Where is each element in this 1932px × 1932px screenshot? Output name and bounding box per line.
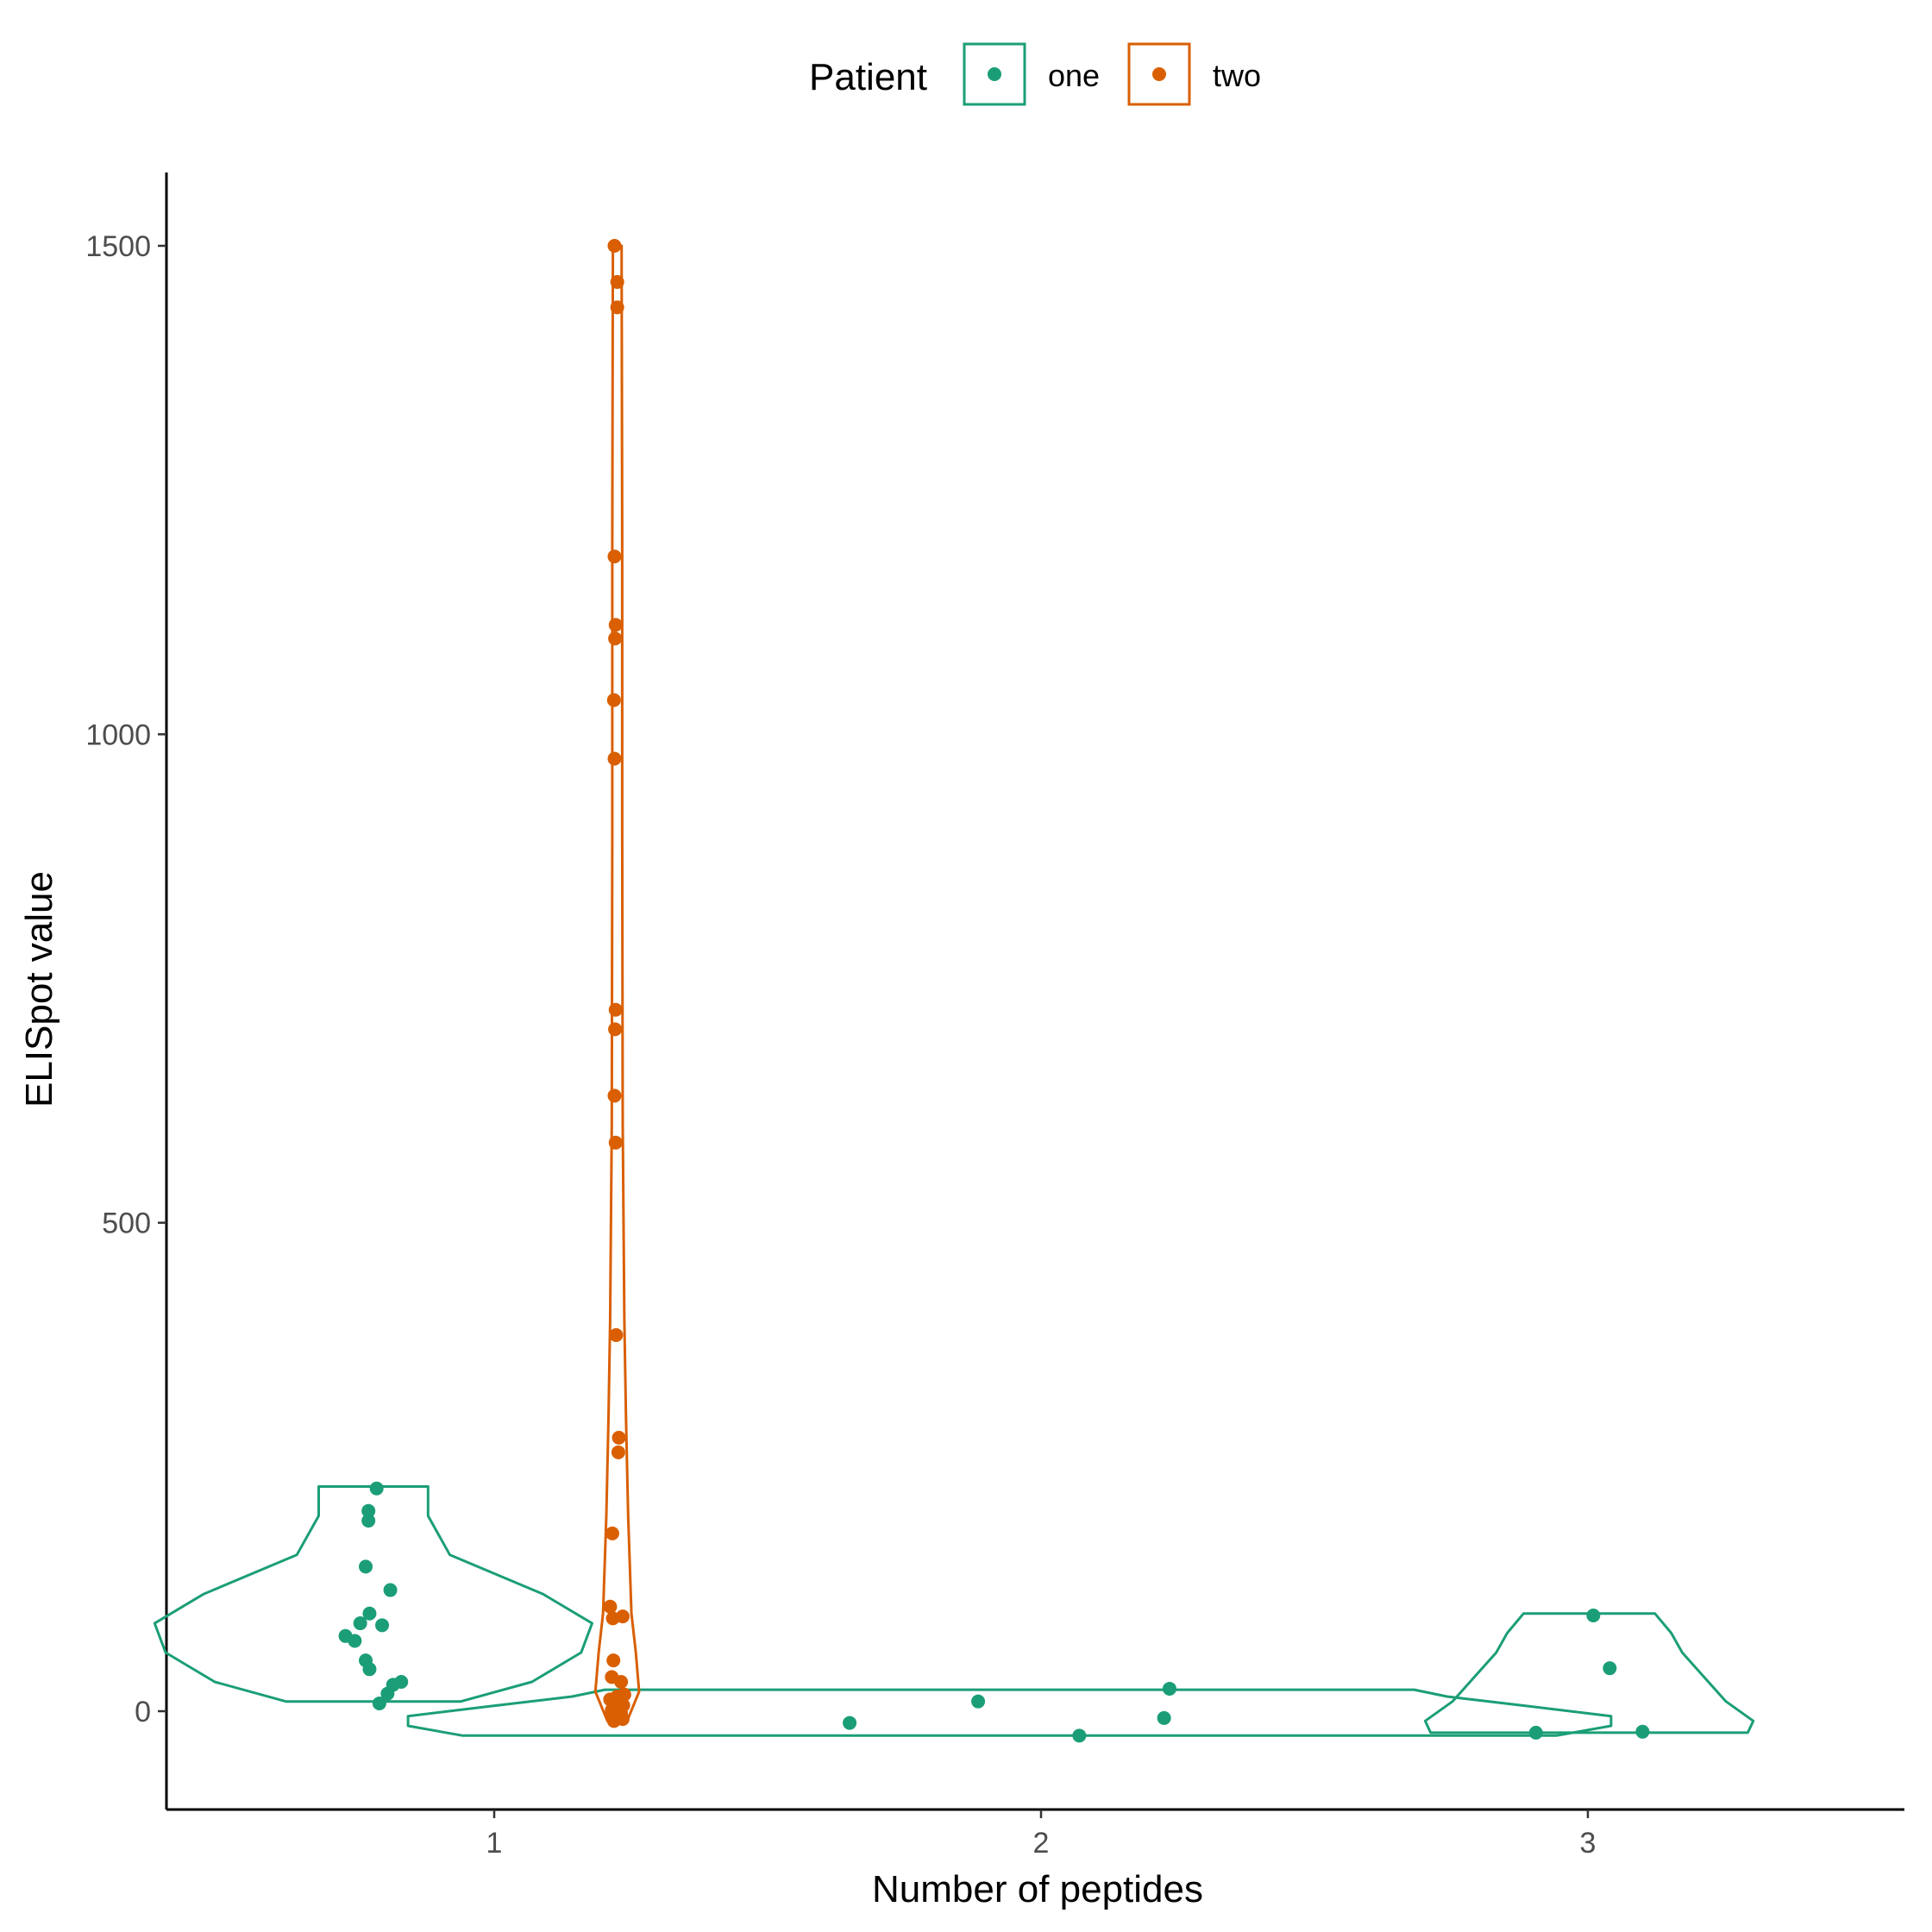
point-two <box>608 1022 623 1037</box>
point-two <box>612 1430 626 1445</box>
point-two <box>605 1526 619 1540</box>
point-one <box>369 1481 384 1496</box>
y-axis-title: ELISpot value <box>18 871 60 1107</box>
legend-key-two-dot <box>1152 67 1166 81</box>
point-one <box>383 1583 398 1597</box>
x-tick-label: 1 <box>486 1827 503 1860</box>
point-one <box>362 1662 377 1677</box>
point-two <box>607 549 622 564</box>
point-one <box>361 1503 376 1518</box>
violin-one-2 <box>406 1688 1613 1737</box>
data-points <box>338 239 1650 1743</box>
point-two <box>608 1135 623 1150</box>
point-one <box>1157 1710 1171 1725</box>
legend: Patient one two <box>809 42 1261 106</box>
point-two <box>607 1088 622 1103</box>
y-tick-label: 0 <box>135 1696 151 1728</box>
point-one <box>1072 1728 1087 1743</box>
point-two <box>603 1692 618 1707</box>
violin-one-1 <box>153 1485 593 1703</box>
point-one <box>362 1606 377 1621</box>
point-two <box>606 693 621 707</box>
point-one <box>843 1716 857 1730</box>
point-two <box>610 300 624 315</box>
y-tick-label: 1000 <box>85 718 151 751</box>
x-tick-label: 2 <box>1033 1827 1050 1860</box>
point-one <box>394 1675 409 1690</box>
legend-label-one: one <box>1048 58 1100 93</box>
y-tick-label: 1500 <box>85 230 151 263</box>
violins <box>153 244 1755 1737</box>
axes: 0 500 1000 1500 1 2 3 <box>85 172 1904 1860</box>
y-tick-label: 500 <box>102 1208 151 1240</box>
point-two <box>608 618 623 632</box>
x-axis-title: Number of peptides <box>872 1868 1203 1910</box>
point-one <box>353 1616 367 1631</box>
point-one <box>1162 1681 1176 1696</box>
point-one <box>1528 1725 1543 1740</box>
legend-key-one-dot <box>988 67 1001 81</box>
legend-title: Patient <box>809 56 927 98</box>
point-two <box>607 751 622 766</box>
point-two <box>610 1704 624 1718</box>
point-two <box>610 274 624 289</box>
x-tick-label: 3 <box>1580 1827 1596 1860</box>
point-two <box>615 1609 630 1624</box>
violin-two-1 <box>593 244 641 1722</box>
point-one <box>375 1618 390 1633</box>
point-two <box>609 1327 624 1342</box>
point-two <box>603 1599 618 1614</box>
point-one <box>361 1514 376 1528</box>
point-two <box>607 239 622 253</box>
point-two <box>611 1445 625 1459</box>
legend-key-one <box>963 42 1026 106</box>
point-two <box>608 1002 623 1017</box>
point-one <box>1586 1608 1601 1622</box>
point-two <box>608 631 623 646</box>
point-two <box>606 1653 621 1668</box>
point-one <box>1603 1661 1617 1676</box>
point-one <box>971 1694 986 1709</box>
legend-key-two <box>1127 42 1191 106</box>
legend-label-two: two <box>1213 58 1261 93</box>
point-one <box>372 1696 386 1710</box>
violin-one-3 <box>1423 1612 1755 1734</box>
point-one <box>359 1559 373 1574</box>
point-one <box>348 1634 362 1648</box>
point-two <box>614 1675 629 1690</box>
point-one <box>1635 1724 1650 1739</box>
